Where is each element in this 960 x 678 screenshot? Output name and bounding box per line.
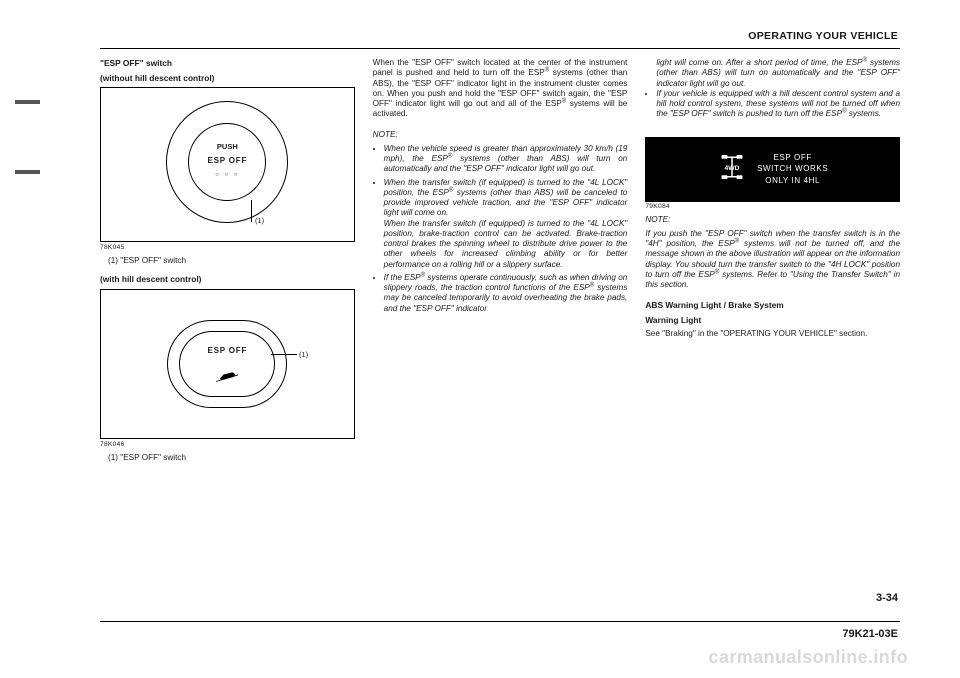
edge-mark [15,100,40,104]
svg-text:4WD: 4WD [725,165,740,172]
callout-1: (1) [255,216,264,225]
figure-caption-2: (1) "ESP OFF" switch [100,453,355,463]
note-paragraph-2: If you push the "ESP OFF" switch when th… [645,229,900,291]
switch-heading-b: (without hill descent control) [100,73,355,84]
car-downhill-icon [216,369,238,383]
note-item-1: When the vehicle speed is greater than a… [384,144,628,175]
dial-push-label: PUSH [189,142,265,151]
content-columns: "ESP OFF" switch (without hill descent c… [100,58,900,467]
dial2-outer: ESP OFF [167,320,287,408]
edge-marks [15,0,45,678]
note-continuation-1: light will come on. After a short period… [645,58,900,89]
dial2-inner: ESP OFF [179,331,275,397]
abs-heading-a: ABS Warning Light / Brake System [645,300,900,311]
callout-line [251,200,252,222]
intro-paragraph: When the "ESP OFF" switch located at the… [373,58,628,120]
note-item-4: If your vehicle is equipped with a hill … [656,89,900,120]
note-label-2: NOTE: [645,215,900,225]
note-list-cont: If your vehicle is equipped with a hill … [645,89,900,120]
figure-esp-switch-1: PUSH ESP OFF ○ ○ ○ (1) [100,87,355,242]
switch-heading-2: (with hill descent control) [100,274,355,285]
watermark: carmanualsonline.info [709,647,908,668]
abs-heading-b: Warning Light [645,315,900,326]
display-line-1: ESP OFF [757,152,828,163]
figure-caption-1: (1) "ESP OFF" switch [100,256,355,266]
display-figure: 4WD ESP OFF SWITCH WORKS ONLY IN 4HL [645,137,900,202]
edge-mark [15,170,40,174]
dial-esp-label: ESP OFF [189,156,265,166]
page-number: 3-34 [876,592,898,604]
note-item-2: When the transfer switch (if equipped) i… [384,178,628,270]
abs-paragraph: See "Braking" in the "OPERATING YOUR VEH… [645,329,900,339]
switch-heading-a: "ESP OFF" switch [100,58,355,69]
fourwd-icon: 4WD [717,152,747,185]
dial-outer: PUSH ESP OFF ○ ○ ○ [166,101,288,223]
dial-inner: PUSH ESP OFF ○ ○ ○ [188,123,266,201]
display-code: 79K084 [645,203,900,211]
figure-esp-switch-2: ESP OFF (1) [100,289,355,439]
callout-2: (1) [299,350,308,359]
note-item-3: If the ESP® systems operate continuously… [384,273,628,314]
rule-bottom [100,621,900,622]
display-line-2: SWITCH WORKS [757,163,828,174]
note-label: NOTE: [373,130,628,140]
rule-top [100,48,900,49]
display-line-3: ONLY IN 4HL [757,175,828,186]
section-header: OPERATING YOUR VEHICLE [748,30,898,42]
dial-dots: ○ ○ ○ [189,172,265,180]
figure-code-1: 78K045 [100,244,355,252]
note-list: When the vehicle speed is greater than a… [373,144,628,314]
callout-line-2 [271,354,297,355]
column-3: light will come on. After a short period… [645,58,900,467]
dial2-esp-label: ESP OFF [180,346,274,356]
document-number: 79K21-03E [842,628,898,640]
column-1: "ESP OFF" switch (without hill descent c… [100,58,355,467]
figure-code-2: 78K046 [100,441,355,449]
display-text: ESP OFF SWITCH WORKS ONLY IN 4HL [757,152,828,186]
column-2: When the "ESP OFF" switch located at the… [373,58,628,467]
